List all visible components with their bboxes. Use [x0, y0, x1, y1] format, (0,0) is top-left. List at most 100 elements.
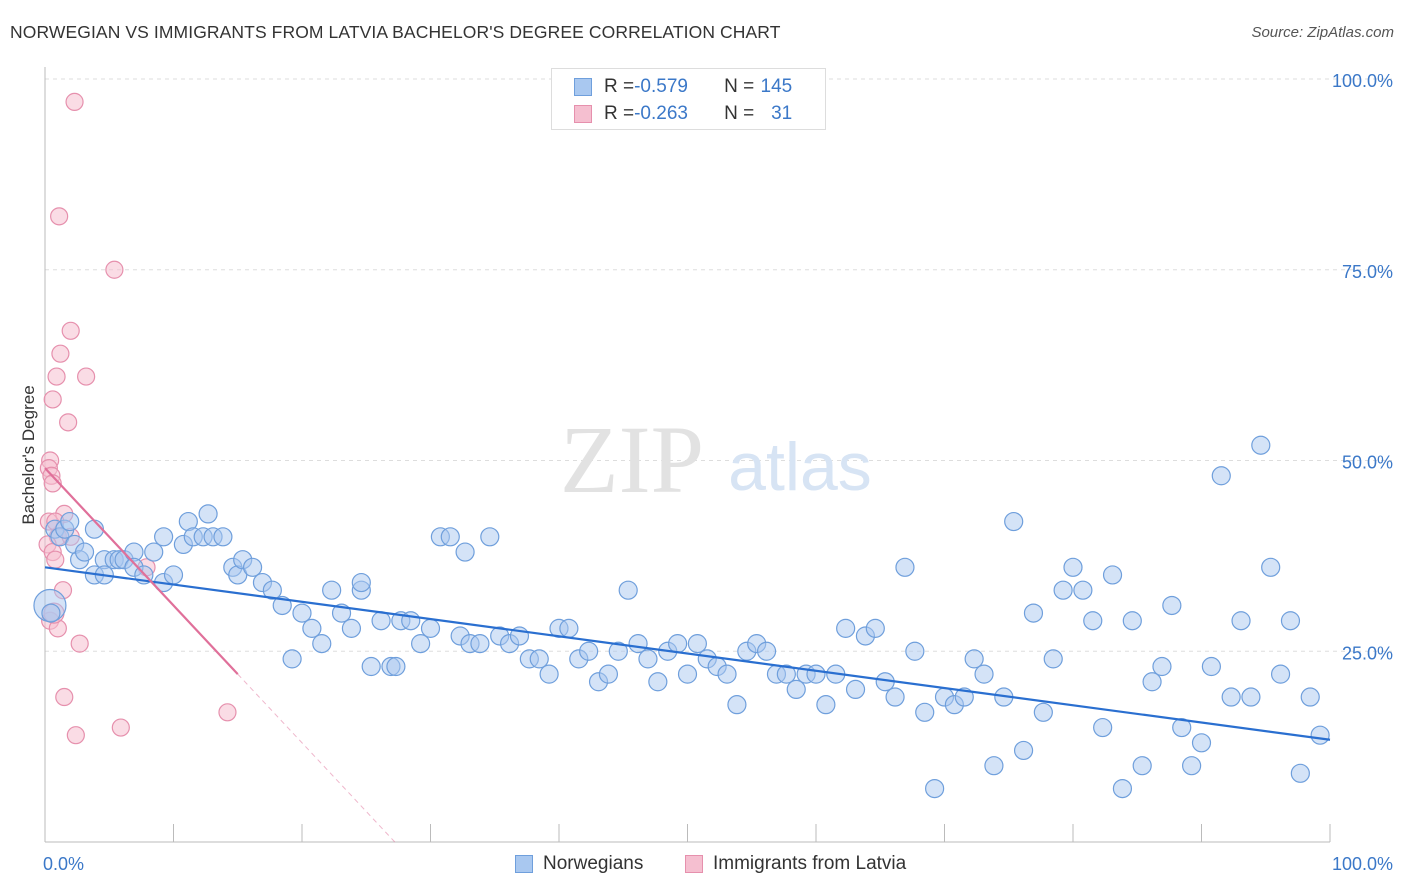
norwegian-point: [1221, 687, 1241, 707]
y-tick-label: 75.0%: [1342, 262, 1393, 282]
norwegian-point: [163, 565, 184, 585]
norwegian-point: [974, 664, 994, 684]
n-value: 145: [760, 76, 793, 97]
legend-label: Immigrants from Latvia: [713, 853, 907, 874]
r-label: R =: [604, 76, 635, 97]
y-tick-label: 25.0%: [1342, 643, 1393, 663]
norwegian-point: [905, 641, 925, 661]
norwegian-trend-line: [44, 566, 1331, 741]
norwegian-point: [154, 527, 174, 547]
norwegian-point: [806, 664, 826, 684]
norwegian-point: [529, 649, 549, 669]
norwegian-point: [455, 542, 475, 562]
norwegian-point: [470, 634, 490, 654]
norwegian-point: [964, 649, 984, 669]
norwegian-point: [559, 618, 579, 638]
norwegian-point: [865, 618, 885, 638]
latvia-point: [43, 390, 62, 409]
latvia-point: [61, 321, 80, 340]
norwegian-point: [1310, 725, 1330, 745]
norwegian-point: [1112, 778, 1133, 799]
norwegian-point: [1102, 565, 1123, 585]
norwegian-point: [628, 634, 648, 654]
norwegian-point: [1152, 656, 1172, 677]
r-value: -0.579: [634, 76, 688, 97]
norwegian-point: [341, 618, 362, 638]
source-label: Source: ZipAtlas.com: [1251, 24, 1394, 41]
correlation-legend: R = -0.579 N = 145 R = -0.263 N = 31: [551, 68, 826, 130]
norwegian-point: [845, 679, 866, 700]
norwegian-point: [74, 542, 95, 562]
latvia-point: [77, 367, 96, 386]
norwegian-point: [198, 504, 218, 524]
norwegian-point: [1053, 580, 1073, 600]
norwegian-point: [687, 634, 707, 654]
norwegian-point: [648, 672, 668, 692]
watermark-zip: ZIP: [560, 406, 704, 513]
norwegian-point: [1013, 740, 1034, 761]
norwegian-point: [1142, 672, 1162, 692]
latvia-point: [105, 260, 124, 279]
norwegian-point: [401, 611, 421, 631]
labels-layer: 25.0% 50.0% 75.0% 100.0% 0.0% 100.0%: [43, 71, 1393, 874]
n-label: N =: [724, 76, 755, 97]
norwegian-point: [638, 649, 658, 669]
legend-item-latvia[interactable]: Immigrants from Latvia: [685, 851, 906, 877]
latvia-point: [65, 92, 84, 111]
norwegian-point: [895, 557, 915, 577]
norwegian-point: [786, 679, 806, 700]
norwegian-point: [1004, 511, 1024, 532]
legend-row-norwegians: R = -0.579 N = 145: [574, 76, 792, 98]
norwegian-point: [60, 511, 80, 532]
latvia-point: [46, 550, 65, 569]
n-label: N =: [724, 103, 755, 124]
legend-item-norwegians[interactable]: Norwegians: [515, 851, 643, 877]
norwegian-point: [41, 603, 61, 623]
latvia-point: [50, 207, 69, 226]
latvia-point: [66, 726, 85, 745]
norwegian-point: [1083, 611, 1103, 631]
norwegian-point: [1211, 466, 1231, 486]
norwegian-point: [984, 756, 1004, 776]
norwegian-point: [1191, 733, 1212, 753]
norwegian-point: [1251, 435, 1271, 455]
latvia-point: [70, 634, 89, 653]
latvia-legend-swatch: [685, 855, 703, 873]
norwegian-point: [361, 656, 381, 677]
norwegian-point: [262, 580, 282, 600]
y-tick-label: 100.0%: [1332, 71, 1393, 91]
norwegian-point: [292, 603, 312, 623]
norwegian-point: [1093, 717, 1113, 738]
norwegian-point: [598, 664, 619, 684]
norwegian-point: [1261, 557, 1281, 577]
latvia-trend-line: [44, 467, 239, 675]
norwegian-point: [954, 687, 974, 707]
r-value: -0.263: [634, 103, 688, 124]
norwegian-point: [1270, 664, 1291, 684]
norwegian-point: [1073, 580, 1093, 600]
norwegian-point: [1122, 611, 1142, 631]
latvia-point: [111, 718, 130, 737]
norwegian-point: [302, 618, 322, 638]
legend-label: Norwegians: [543, 853, 644, 874]
norwegian-point: [351, 572, 371, 593]
x-tick-label: 0.0%: [43, 854, 84, 874]
norwegian-point: [1231, 611, 1251, 631]
norwegian-point: [1201, 656, 1221, 677]
norwegian-point: [440, 527, 460, 547]
norwegian-point: [668, 634, 688, 654]
norwegian-point: [1241, 687, 1261, 707]
norwegian-point: [282, 649, 302, 669]
legend-row-latvia: R = -0.263 N = 31: [574, 103, 792, 125]
norwegian-point: [1033, 702, 1053, 722]
y-tick-label: 50.0%: [1342, 453, 1393, 473]
norwegian-point: [411, 634, 431, 654]
latvia-point: [218, 703, 237, 722]
norwegian-point: [579, 641, 599, 661]
norwegian-point: [727, 695, 747, 715]
norwegian-point: [618, 580, 638, 600]
norwegian-point: [925, 778, 945, 799]
latvia-trend-extension: [237, 673, 396, 843]
watermark: ZIP atlas: [560, 406, 872, 513]
